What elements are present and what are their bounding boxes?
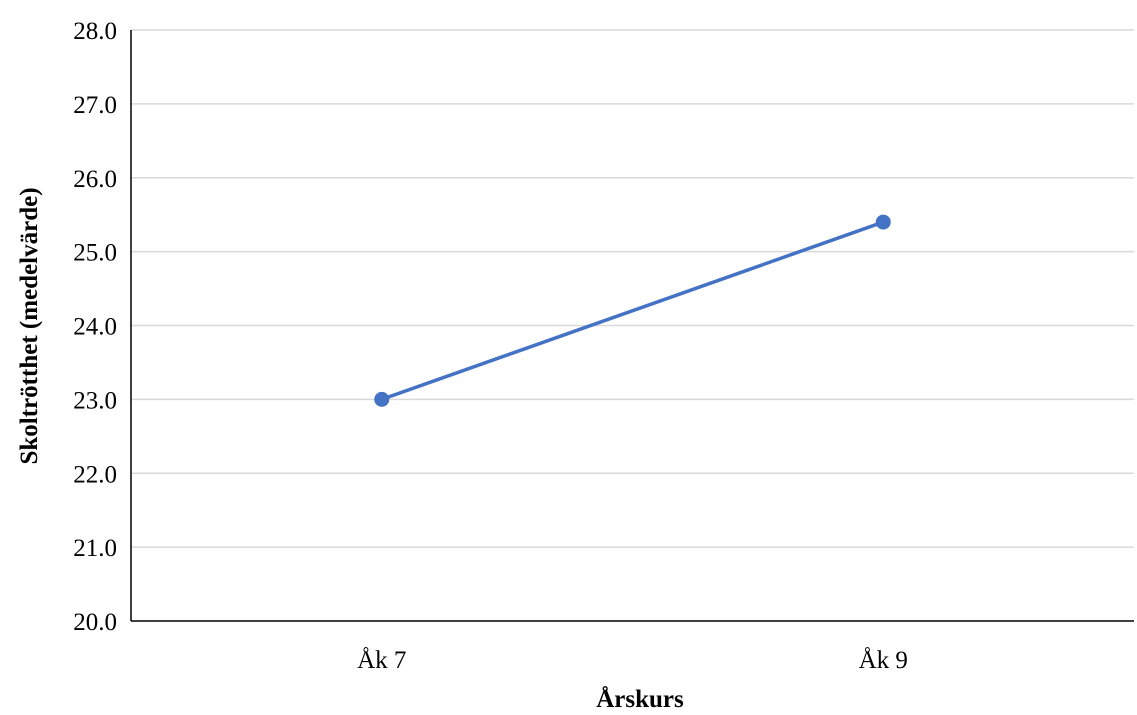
y-tick-label: 28.0 <box>73 18 117 45</box>
x-axis-title: Årskurs <box>596 685 684 713</box>
y-tick-label: 23.0 <box>73 387 117 414</box>
axes <box>130 30 1134 622</box>
y-tick-label: 22.0 <box>73 461 117 488</box>
series-line <box>380 220 885 402</box>
y-tick-label: 20.0 <box>73 609 117 636</box>
x-tick-label: Åk 9 <box>859 647 908 674</box>
y-tick-label: 26.0 <box>73 166 117 193</box>
x-axis-tick-labels: Åk 7 Åk 9 <box>357 647 908 674</box>
y-tick-label: 21.0 <box>73 535 117 562</box>
data-series <box>374 214 891 407</box>
y-tick-label: 27.0 <box>73 92 117 119</box>
y-tick-label: 25.0 <box>73 240 117 267</box>
gridlines <box>131 29 1134 548</box>
data-point-2 <box>875 214 891 230</box>
y-axis-title: Skoltrötthet (medelvärde) <box>16 187 43 464</box>
data-point-1 <box>374 391 390 407</box>
y-tick-label: 24.0 <box>73 314 117 341</box>
y-axis-tick-labels: 20.0 21.0 22.0 23.0 24.0 25.0 26.0 27.0 28.0 <box>73 18 117 636</box>
x-tick-label: Åk 7 <box>357 647 406 674</box>
